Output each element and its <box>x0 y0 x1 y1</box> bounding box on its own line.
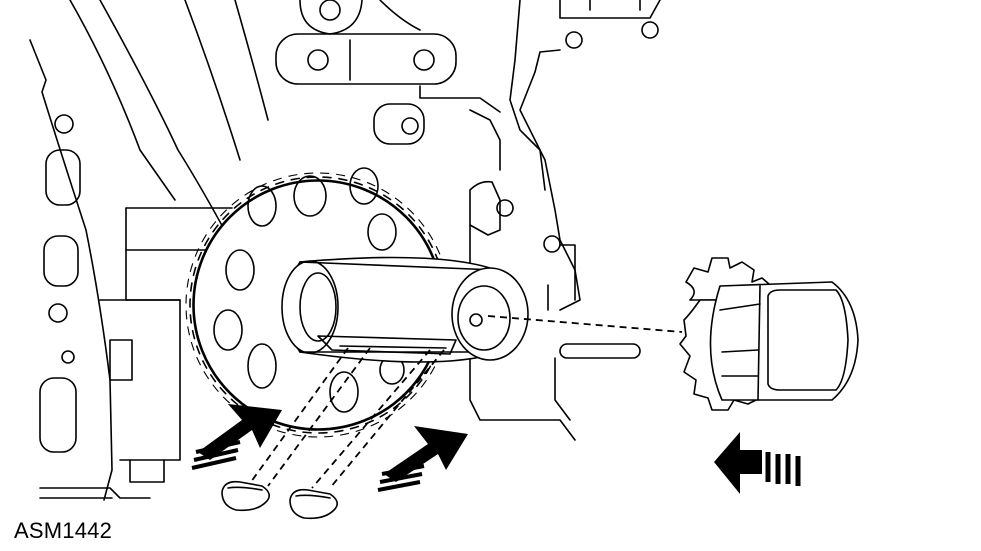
figure-reference-code: ASM1442 <box>14 518 113 543</box>
timing-cover-plate <box>469 0 661 441</box>
installation-arrow-icon <box>377 426 468 492</box>
alignment-lines <box>247 315 683 489</box>
woodruff-key-icon <box>289 488 338 520</box>
engine-block <box>29 0 269 501</box>
installation-arrow-icon <box>191 404 282 470</box>
upper-casting <box>275 0 546 191</box>
crankshaft-sprocket <box>679 257 859 411</box>
woodruff-key-icon <box>221 480 270 512</box>
camshaft-shaft <box>281 256 529 363</box>
installation-arrow-icon <box>714 432 801 494</box>
